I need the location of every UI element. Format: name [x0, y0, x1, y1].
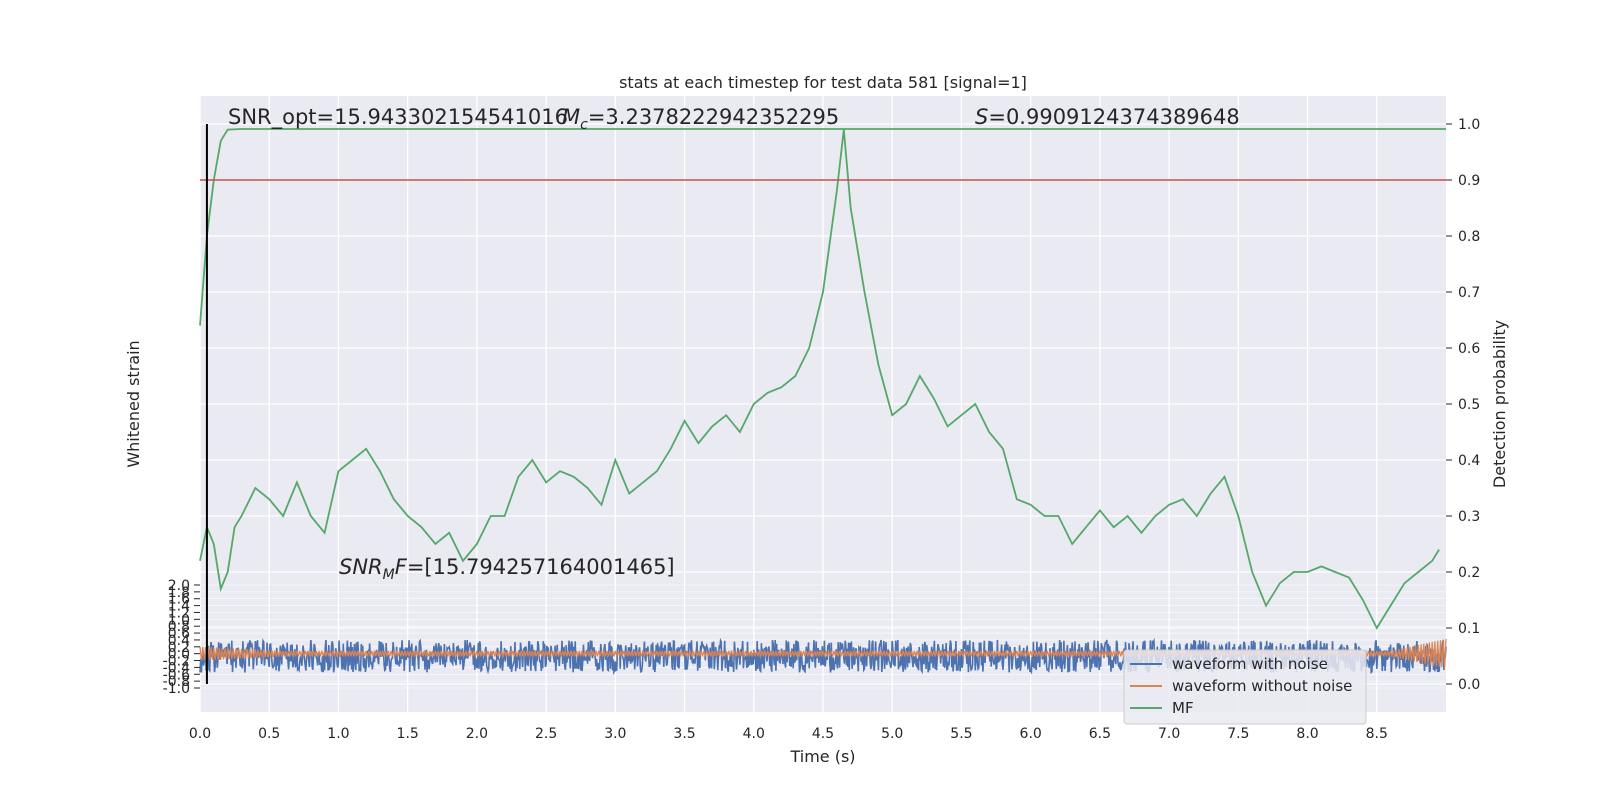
- x-tick-label: 1.0: [327, 726, 349, 742]
- y-left-tick-labels: -1.0-0.8-0.6-0.4-0.20.00.20.40.60.81.01.…: [163, 578, 200, 697]
- x-tick-label: 4.0: [743, 726, 765, 742]
- x-tick-label: 6.0: [1020, 726, 1042, 742]
- y-left-tick-label: 0.4: [168, 633, 190, 649]
- snr-opt-annotation: SNR_opt=15.943302154541016: [228, 105, 568, 130]
- y-right-tick-label: 0.1: [1458, 621, 1480, 637]
- y-right-tick-label: 0.4: [1458, 453, 1480, 469]
- y-right-tick-label: 1.0: [1458, 117, 1480, 133]
- legend-label-mf: MF: [1172, 699, 1194, 717]
- y-left-tick-label: -0.4: [163, 660, 190, 676]
- x-tick-label: 8.0: [1296, 726, 1318, 742]
- x-tick-label: 7.0: [1158, 726, 1180, 742]
- x-tick-label: 3.0: [604, 726, 626, 742]
- y-axis-label-left: Whitened strain: [124, 340, 143, 467]
- y-right-tick-label: 0.0: [1458, 677, 1480, 693]
- snr-mf-annotation: SNRMF=[15.794257164001465]: [339, 555, 675, 583]
- x-tick-label: 6.5: [1089, 726, 1111, 742]
- y-left-tick-label: -0.2: [163, 654, 190, 670]
- chart-title: stats at each timestep for test data 581…: [619, 73, 1027, 92]
- x-axis-label: Time (s): [789, 747, 855, 766]
- y-axis-label-right: Detection probability: [1490, 320, 1509, 488]
- legend-label-noise: waveform with noise: [1172, 655, 1328, 673]
- y-left-tick-label: 0.0: [168, 647, 190, 663]
- y-right-tick-label: 0.2: [1458, 565, 1480, 581]
- x-tick-labels: 0.0 0.5 1.0 1.5 2.0 2.5 3.0 3.5 4.0 4.5 5.0 5.5 6.0 6…: [189, 726, 1388, 742]
- y-left-tick-label: 1.8: [168, 585, 190, 601]
- y-left-tick-label: -0.8: [163, 674, 190, 690]
- x-tick-label: 0.0: [189, 726, 211, 742]
- y-left-tick-label: 1.0: [168, 612, 190, 628]
- x-tick-label: 2.0: [466, 726, 488, 742]
- y-left-tick-label: 0.8: [168, 619, 190, 635]
- mf-line: [199, 129, 1440, 630]
- y-left-tick-label: 1.6: [168, 592, 190, 608]
- legend-box: [1123, 649, 1367, 725]
- x-tick-label: 5.0: [881, 726, 903, 742]
- y-left-tick-label: 1.2: [168, 605, 190, 621]
- y-right-tick-labels: 0.0 0.1 0.2 0.3 0.4 0.5 0.6 0.7 0.8 0.9 1.0: [1446, 117, 1480, 693]
- y-right-tick-label: 0.6: [1458, 341, 1480, 357]
- y-left-tick-label: 1.4: [168, 599, 190, 615]
- mc-annotation: Mc=3.2378222942352295: [562, 105, 839, 133]
- y-left-tick-label: 0.2: [168, 640, 190, 656]
- x-tick-label: 4.5: [812, 726, 834, 742]
- series-layer: [199, 128, 1447, 676]
- y-right-tick-label: 0.9: [1458, 173, 1480, 189]
- y-left-tick-label: -0.6: [163, 667, 190, 683]
- y-right-tick-label: 0.8: [1458, 229, 1480, 245]
- x-tick-label: 2.5: [535, 726, 557, 742]
- y-left-tick-label: 2.0: [168, 578, 190, 594]
- y-right-tick-label: 0.7: [1458, 285, 1480, 301]
- x-tick-label: 0.5: [258, 726, 280, 742]
- y-left-tick-label: 0.6: [168, 626, 190, 642]
- x-tick-label: 7.5: [1227, 726, 1249, 742]
- x-tick-label: 1.5: [397, 726, 419, 742]
- detection-probability-line: [199, 128, 1446, 326]
- x-tick-label: 5.5: [950, 726, 972, 742]
- y-left-tick-label: -1.0: [163, 681, 190, 697]
- y-right-tick-label: 0.3: [1458, 509, 1480, 525]
- y-right-tick-label: 0.5: [1458, 397, 1480, 413]
- x-tick-label: 3.5: [673, 726, 695, 742]
- legend: waveform with noise waveform without noi…: [1123, 649, 1367, 725]
- x-tick-label: 8.5: [1366, 726, 1388, 742]
- legend-label-clean: waveform without noise: [1172, 677, 1352, 695]
- s-annotation: S=0.9909124374389648: [975, 105, 1240, 129]
